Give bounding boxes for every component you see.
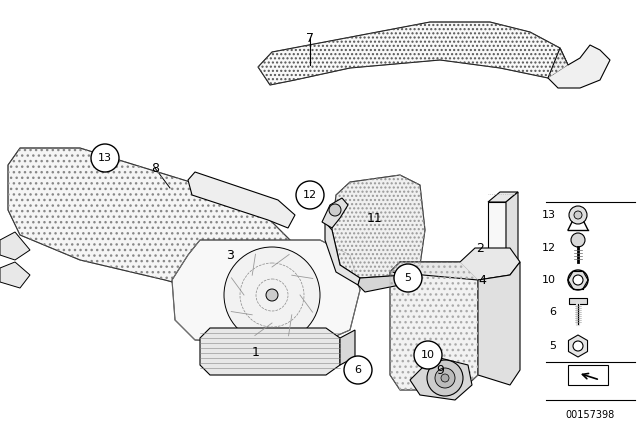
Text: 10: 10 (542, 275, 556, 285)
Text: 6: 6 (549, 307, 556, 317)
Polygon shape (325, 222, 360, 285)
Text: 8: 8 (151, 161, 159, 175)
Polygon shape (390, 262, 478, 390)
Polygon shape (0, 232, 30, 260)
Polygon shape (488, 202, 506, 305)
Polygon shape (569, 298, 587, 304)
Polygon shape (340, 330, 355, 365)
Polygon shape (0, 262, 30, 288)
Polygon shape (332, 175, 425, 278)
Text: 00157398: 00157398 (565, 410, 614, 420)
Circle shape (344, 356, 372, 384)
Polygon shape (258, 22, 568, 85)
Circle shape (224, 247, 320, 343)
Text: 11: 11 (367, 211, 383, 224)
Polygon shape (172, 240, 360, 345)
Circle shape (571, 233, 585, 247)
Polygon shape (200, 328, 340, 375)
Polygon shape (358, 275, 410, 292)
Circle shape (568, 270, 588, 290)
Circle shape (441, 374, 449, 382)
Circle shape (266, 289, 278, 301)
Text: 4: 4 (478, 273, 486, 287)
Circle shape (435, 368, 455, 388)
Text: 13: 13 (542, 210, 556, 220)
Text: 10: 10 (421, 350, 435, 360)
Polygon shape (8, 148, 295, 295)
Polygon shape (188, 172, 295, 228)
Polygon shape (390, 248, 520, 280)
Polygon shape (410, 358, 472, 400)
Text: 9: 9 (436, 363, 444, 376)
Circle shape (91, 144, 119, 172)
Circle shape (573, 341, 583, 351)
Text: 2: 2 (476, 241, 484, 254)
Text: 3: 3 (226, 249, 234, 262)
Circle shape (427, 360, 463, 396)
Text: 5: 5 (549, 341, 556, 351)
Text: 12: 12 (303, 190, 317, 200)
Circle shape (296, 181, 324, 209)
Text: 13: 13 (98, 153, 112, 163)
Polygon shape (478, 262, 520, 385)
Polygon shape (568, 335, 588, 357)
Circle shape (394, 264, 422, 292)
Circle shape (569, 206, 587, 224)
Text: 1: 1 (252, 345, 260, 358)
Circle shape (329, 204, 341, 216)
Polygon shape (488, 192, 518, 202)
Text: 12: 12 (542, 243, 556, 253)
Text: 7: 7 (306, 31, 314, 44)
Polygon shape (568, 365, 608, 385)
Text: 6: 6 (355, 365, 362, 375)
Polygon shape (506, 192, 518, 305)
Polygon shape (548, 45, 610, 88)
Polygon shape (322, 198, 348, 228)
Circle shape (414, 341, 442, 369)
Text: 5: 5 (404, 273, 412, 283)
Circle shape (574, 211, 582, 219)
Circle shape (573, 275, 583, 285)
